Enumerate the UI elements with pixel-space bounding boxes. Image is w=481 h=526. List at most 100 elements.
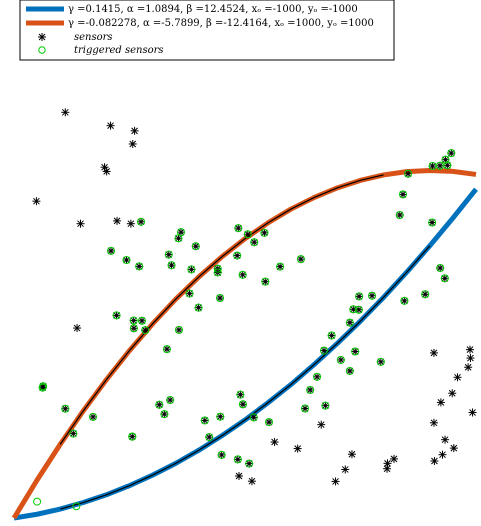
sensor-marker	[238, 270, 247, 279]
sensor-marker	[389, 454, 398, 463]
sensor-marker	[174, 325, 183, 334]
triggered-sensor-marker	[38, 383, 47, 392]
sensor-marker	[243, 230, 252, 239]
sensor-marker	[200, 416, 209, 425]
sensor-marker	[174, 234, 183, 243]
sensor-marker	[296, 255, 305, 264]
triggered-sensor-marker	[155, 400, 164, 409]
triggered-sensor-marker	[368, 291, 377, 300]
sensor-marker	[466, 354, 475, 363]
sensor-marker	[355, 292, 364, 301]
triggered-sensor-marker	[187, 265, 196, 274]
sensor-marker	[162, 345, 171, 354]
sensor-marker	[233, 455, 242, 464]
sensor-marker	[130, 126, 139, 135]
triggered-sensor-marker	[395, 211, 404, 220]
sensor-marker	[166, 396, 175, 405]
sensor-marker	[234, 224, 243, 233]
triggered-sensor-marker	[166, 396, 175, 405]
triggered-sensor-marker	[260, 228, 269, 237]
sensor-marker	[122, 256, 131, 265]
triggered-sensor-marker	[213, 264, 222, 273]
sensor-marker	[126, 219, 135, 228]
triggered-sensor-marker	[216, 412, 225, 421]
triggered-sensor-marker	[436, 264, 445, 273]
triggered-sensor-marker	[320, 346, 329, 355]
triggered-sensor-marker	[112, 311, 121, 320]
sensor-marker	[465, 345, 474, 354]
sensor-marker	[345, 366, 354, 375]
sensor-marker	[234, 472, 243, 481]
sensor-marker	[395, 211, 404, 220]
sensor-marker	[164, 250, 173, 259]
curve-2	[11, 167, 477, 520]
sensor-marker	[449, 444, 458, 453]
sensor-marker	[177, 228, 186, 237]
sensor-marker	[137, 217, 146, 226]
sensor-marker	[216, 294, 225, 303]
triggered-sensor-marker	[276, 262, 285, 271]
sensor-marker	[441, 435, 450, 444]
triggered-sensor-marker	[129, 324, 138, 333]
sensor-marker	[141, 326, 150, 335]
triggered-sensor-marker	[72, 502, 81, 511]
center-line-2	[59, 174, 384, 445]
legend-label-curve-2: γ =-0.082278, α =-5.7899, β =-12.4164, x…	[68, 18, 374, 29]
triggered-sensor-marker	[321, 401, 330, 410]
sensor-marker	[76, 219, 85, 228]
sensor-marker	[429, 418, 438, 427]
triggered-sensor-marker	[443, 161, 452, 170]
triggered-sensor-marker	[349, 305, 358, 314]
triggered-sensor-marker	[296, 255, 305, 264]
triggered-sensor-marker	[421, 290, 430, 299]
sensor-marker	[327, 331, 336, 340]
triggered-sensor-marker	[174, 234, 183, 243]
sensor-marker	[383, 464, 392, 473]
triggered-sensor-marker	[250, 238, 259, 247]
curves-layer	[11, 167, 478, 521]
triggered-sensor-marker	[265, 418, 274, 427]
triggered-sensor-marker	[354, 305, 363, 314]
triggered-sensor-marker	[137, 316, 146, 325]
sensor-marker	[265, 418, 274, 427]
sensor-marker	[306, 385, 315, 394]
sensor-marker	[167, 261, 176, 270]
sensor-marker	[245, 459, 254, 468]
sensor-marker	[464, 363, 473, 372]
legend-label-sensors: sensors	[74, 32, 113, 43]
triggered-sensor-marker	[245, 459, 254, 468]
sensor-marker	[236, 390, 245, 399]
sensor-marker	[321, 401, 330, 410]
legend-label-triggered: triggered sensors	[74, 45, 164, 56]
sensor-marker	[429, 348, 438, 357]
sensor-marker	[440, 274, 449, 283]
triggered-sensor-marker	[233, 251, 242, 260]
sensor-marker	[336, 355, 345, 364]
triggered-sensor-marker	[236, 390, 245, 399]
triggered-sensor-marker	[238, 400, 247, 409]
sensor-marker	[247, 477, 256, 486]
sensor-marker	[317, 420, 326, 429]
triggered-sensor-marker	[164, 250, 173, 259]
sensor-marker	[69, 429, 78, 438]
sensor-marker	[106, 121, 115, 130]
triggered-sensor-marker	[129, 316, 138, 325]
sensor-marker	[155, 400, 164, 409]
triggered-sensor-marker	[233, 455, 242, 464]
triggered-sensor-marker	[160, 410, 169, 419]
sensor-marker	[276, 262, 285, 271]
triggered-sensor-marker	[261, 277, 270, 286]
triggered-sensor-marker	[404, 169, 413, 178]
sensor-marker	[191, 242, 200, 251]
sensor-marker	[160, 410, 169, 419]
sensor-marker	[128, 432, 137, 441]
triggered-sensor-marker	[400, 296, 409, 305]
triggered-sensor-marker	[399, 190, 408, 199]
triggered-sensor-marker	[243, 230, 252, 239]
triggered-sensor-marker	[194, 303, 203, 312]
triggered-sensor-marker	[440, 274, 449, 283]
sensor-marker	[113, 216, 122, 225]
sensor-marker	[399, 190, 408, 199]
sensor-marker	[428, 162, 437, 171]
sensor-marker	[341, 465, 350, 474]
